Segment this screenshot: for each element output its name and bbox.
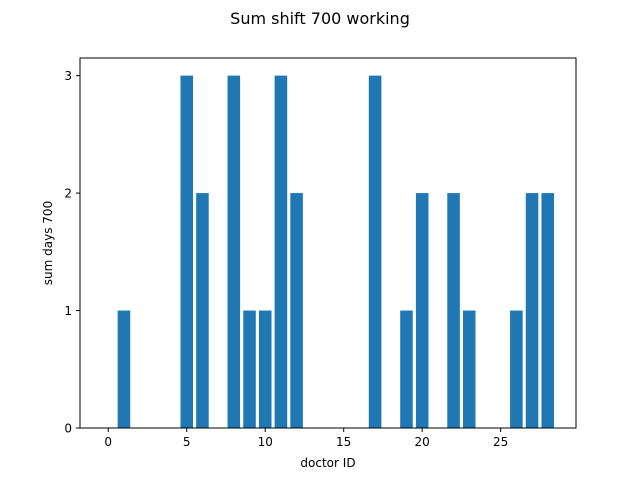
bar-doctor-19: [400, 310, 413, 428]
bar-doctor-6: [196, 193, 209, 428]
y-tick-label: 1: [64, 304, 72, 318]
y-tick-label: 0: [64, 422, 72, 436]
bar-doctor-28: [541, 193, 555, 428]
x-tick-label: 20: [415, 435, 430, 449]
bar-doctor-10: [258, 310, 272, 428]
bar-doctor-20: [415, 193, 429, 428]
bar-doctor-5: [180, 75, 194, 429]
bar-doctor-11: [274, 75, 288, 429]
bar-doctor-1: [117, 310, 131, 428]
bars-group: [117, 75, 555, 429]
chart-title: Sum shift 700 working: [230, 9, 410, 28]
plot-frame: [79, 57, 577, 429]
bar-doctor-8: [227, 75, 241, 429]
x-tick-label: 10: [258, 435, 273, 449]
bar-doctor-23: [462, 310, 476, 428]
y-axis-ticks: 0 1 2 3: [64, 69, 80, 436]
x-tick-label: 5: [183, 435, 191, 449]
bar-doctor-9: [243, 310, 256, 428]
bar-doctor-17: [368, 75, 382, 429]
bar-doctor-12: [290, 193, 303, 428]
bar-doctor-22: [447, 193, 460, 428]
x-tick-label: 15: [336, 435, 351, 449]
bar-doctor-27: [525, 193, 539, 428]
x-axis-label: doctor ID: [300, 456, 355, 470]
x-tick-label: 25: [493, 435, 508, 449]
y-tick-label: 2: [64, 187, 72, 201]
x-tick-label: 0: [104, 435, 112, 449]
bar-doctor-26: [510, 310, 523, 428]
x-axis-ticks: 0 5 10 15 20 25: [104, 428, 508, 449]
y-axis-label: sum days 700: [41, 201, 55, 285]
y-tick-label: 3: [64, 69, 72, 83]
